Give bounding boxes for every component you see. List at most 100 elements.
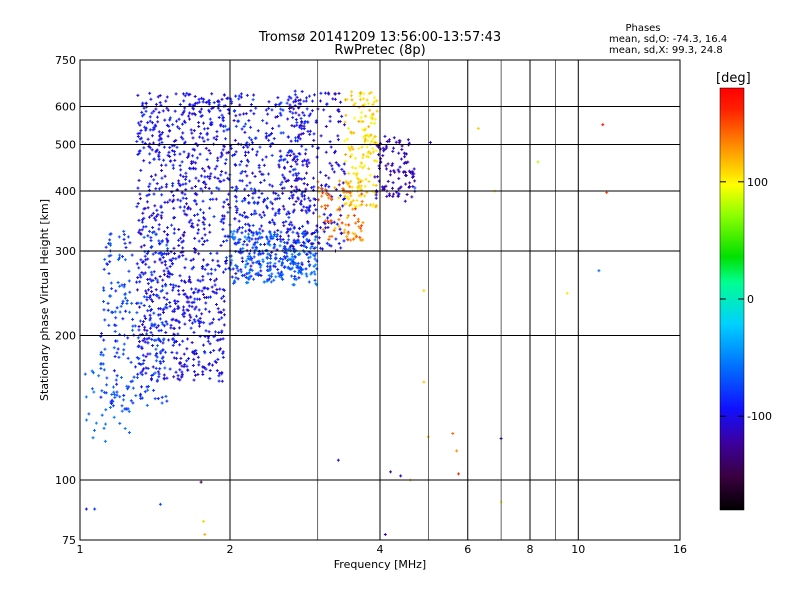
data-point [106, 262, 110, 266]
data-point [320, 247, 324, 251]
data-point [272, 137, 276, 141]
data-point [159, 137, 163, 141]
data-point [274, 191, 278, 195]
data-point [286, 210, 290, 214]
data-point [113, 393, 117, 397]
data-point [136, 134, 140, 138]
data-point [349, 238, 353, 242]
data-point [178, 274, 182, 278]
data-point [201, 242, 205, 246]
data-point [363, 164, 367, 168]
data-point [267, 100, 271, 104]
data-point [252, 277, 256, 281]
data-point [220, 153, 224, 157]
data-point [146, 282, 150, 286]
data-point [142, 146, 146, 150]
data-point [281, 237, 285, 241]
data-point [319, 134, 323, 138]
data-point [354, 221, 358, 225]
data-point [180, 113, 184, 117]
data-point [358, 94, 362, 98]
data-point [267, 277, 271, 281]
data-point [127, 269, 131, 273]
data-point [152, 293, 156, 297]
data-point [220, 329, 224, 333]
data-point [175, 351, 179, 355]
data-point [171, 288, 175, 292]
data-point [333, 92, 337, 96]
data-point [237, 240, 241, 244]
data-point [181, 246, 185, 250]
data-point [199, 320, 203, 324]
data-point [152, 270, 156, 274]
data-point [244, 112, 248, 116]
data-point [148, 326, 152, 330]
data-point [306, 220, 310, 224]
data-point [172, 216, 176, 220]
data-point [302, 205, 306, 209]
data-point [134, 394, 138, 398]
data-point [94, 421, 98, 425]
data-point [165, 243, 169, 247]
data-point [99, 395, 103, 399]
data-point [197, 239, 201, 243]
data-point [103, 439, 107, 443]
data-point [154, 102, 158, 106]
data-point [198, 110, 202, 114]
data-point [222, 299, 226, 303]
data-point [215, 164, 219, 168]
data-point [282, 265, 286, 269]
data-point [154, 124, 158, 128]
data-point [115, 390, 119, 394]
data-point [144, 289, 148, 293]
data-point [337, 218, 341, 222]
data-point [158, 502, 162, 506]
data-point [283, 246, 287, 250]
data-point [195, 101, 199, 105]
data-point [243, 130, 247, 134]
data-point [368, 92, 372, 96]
data-point [257, 196, 261, 200]
data-point [256, 129, 260, 133]
data-point [380, 185, 384, 189]
data-point [191, 136, 195, 140]
data-point [222, 294, 226, 298]
data-point [137, 230, 141, 234]
data-point [201, 343, 205, 347]
data-point [287, 215, 291, 219]
data-point [331, 97, 335, 101]
data-point [168, 146, 172, 150]
data-point [234, 205, 238, 209]
data-point [138, 197, 142, 201]
data-point [127, 279, 131, 283]
data-point [217, 379, 221, 383]
data-point [148, 352, 152, 356]
data-point [369, 133, 373, 137]
data-point [162, 307, 166, 311]
data-point [279, 101, 283, 105]
data-point [333, 226, 337, 230]
data-point [272, 264, 276, 268]
data-point [178, 361, 182, 365]
data-point [411, 174, 415, 178]
data-point [218, 287, 222, 291]
data-point [236, 228, 240, 232]
data-point [135, 262, 139, 266]
data-point [365, 98, 369, 102]
data-point [189, 295, 193, 299]
data-point [297, 240, 301, 244]
x-axis-ticks: 1 2 4 6 8 10 16 [77, 543, 688, 556]
data-point [99, 350, 103, 354]
data-point [139, 258, 143, 262]
data-point [406, 160, 410, 164]
data-point [387, 138, 391, 142]
data-point [242, 112, 246, 116]
data-point [143, 254, 147, 258]
data-point [149, 331, 153, 335]
data-point [297, 133, 301, 137]
data-point [159, 251, 163, 255]
data-point [201, 100, 205, 104]
data-point [208, 197, 212, 201]
data-point [274, 275, 278, 279]
data-point [160, 321, 164, 325]
